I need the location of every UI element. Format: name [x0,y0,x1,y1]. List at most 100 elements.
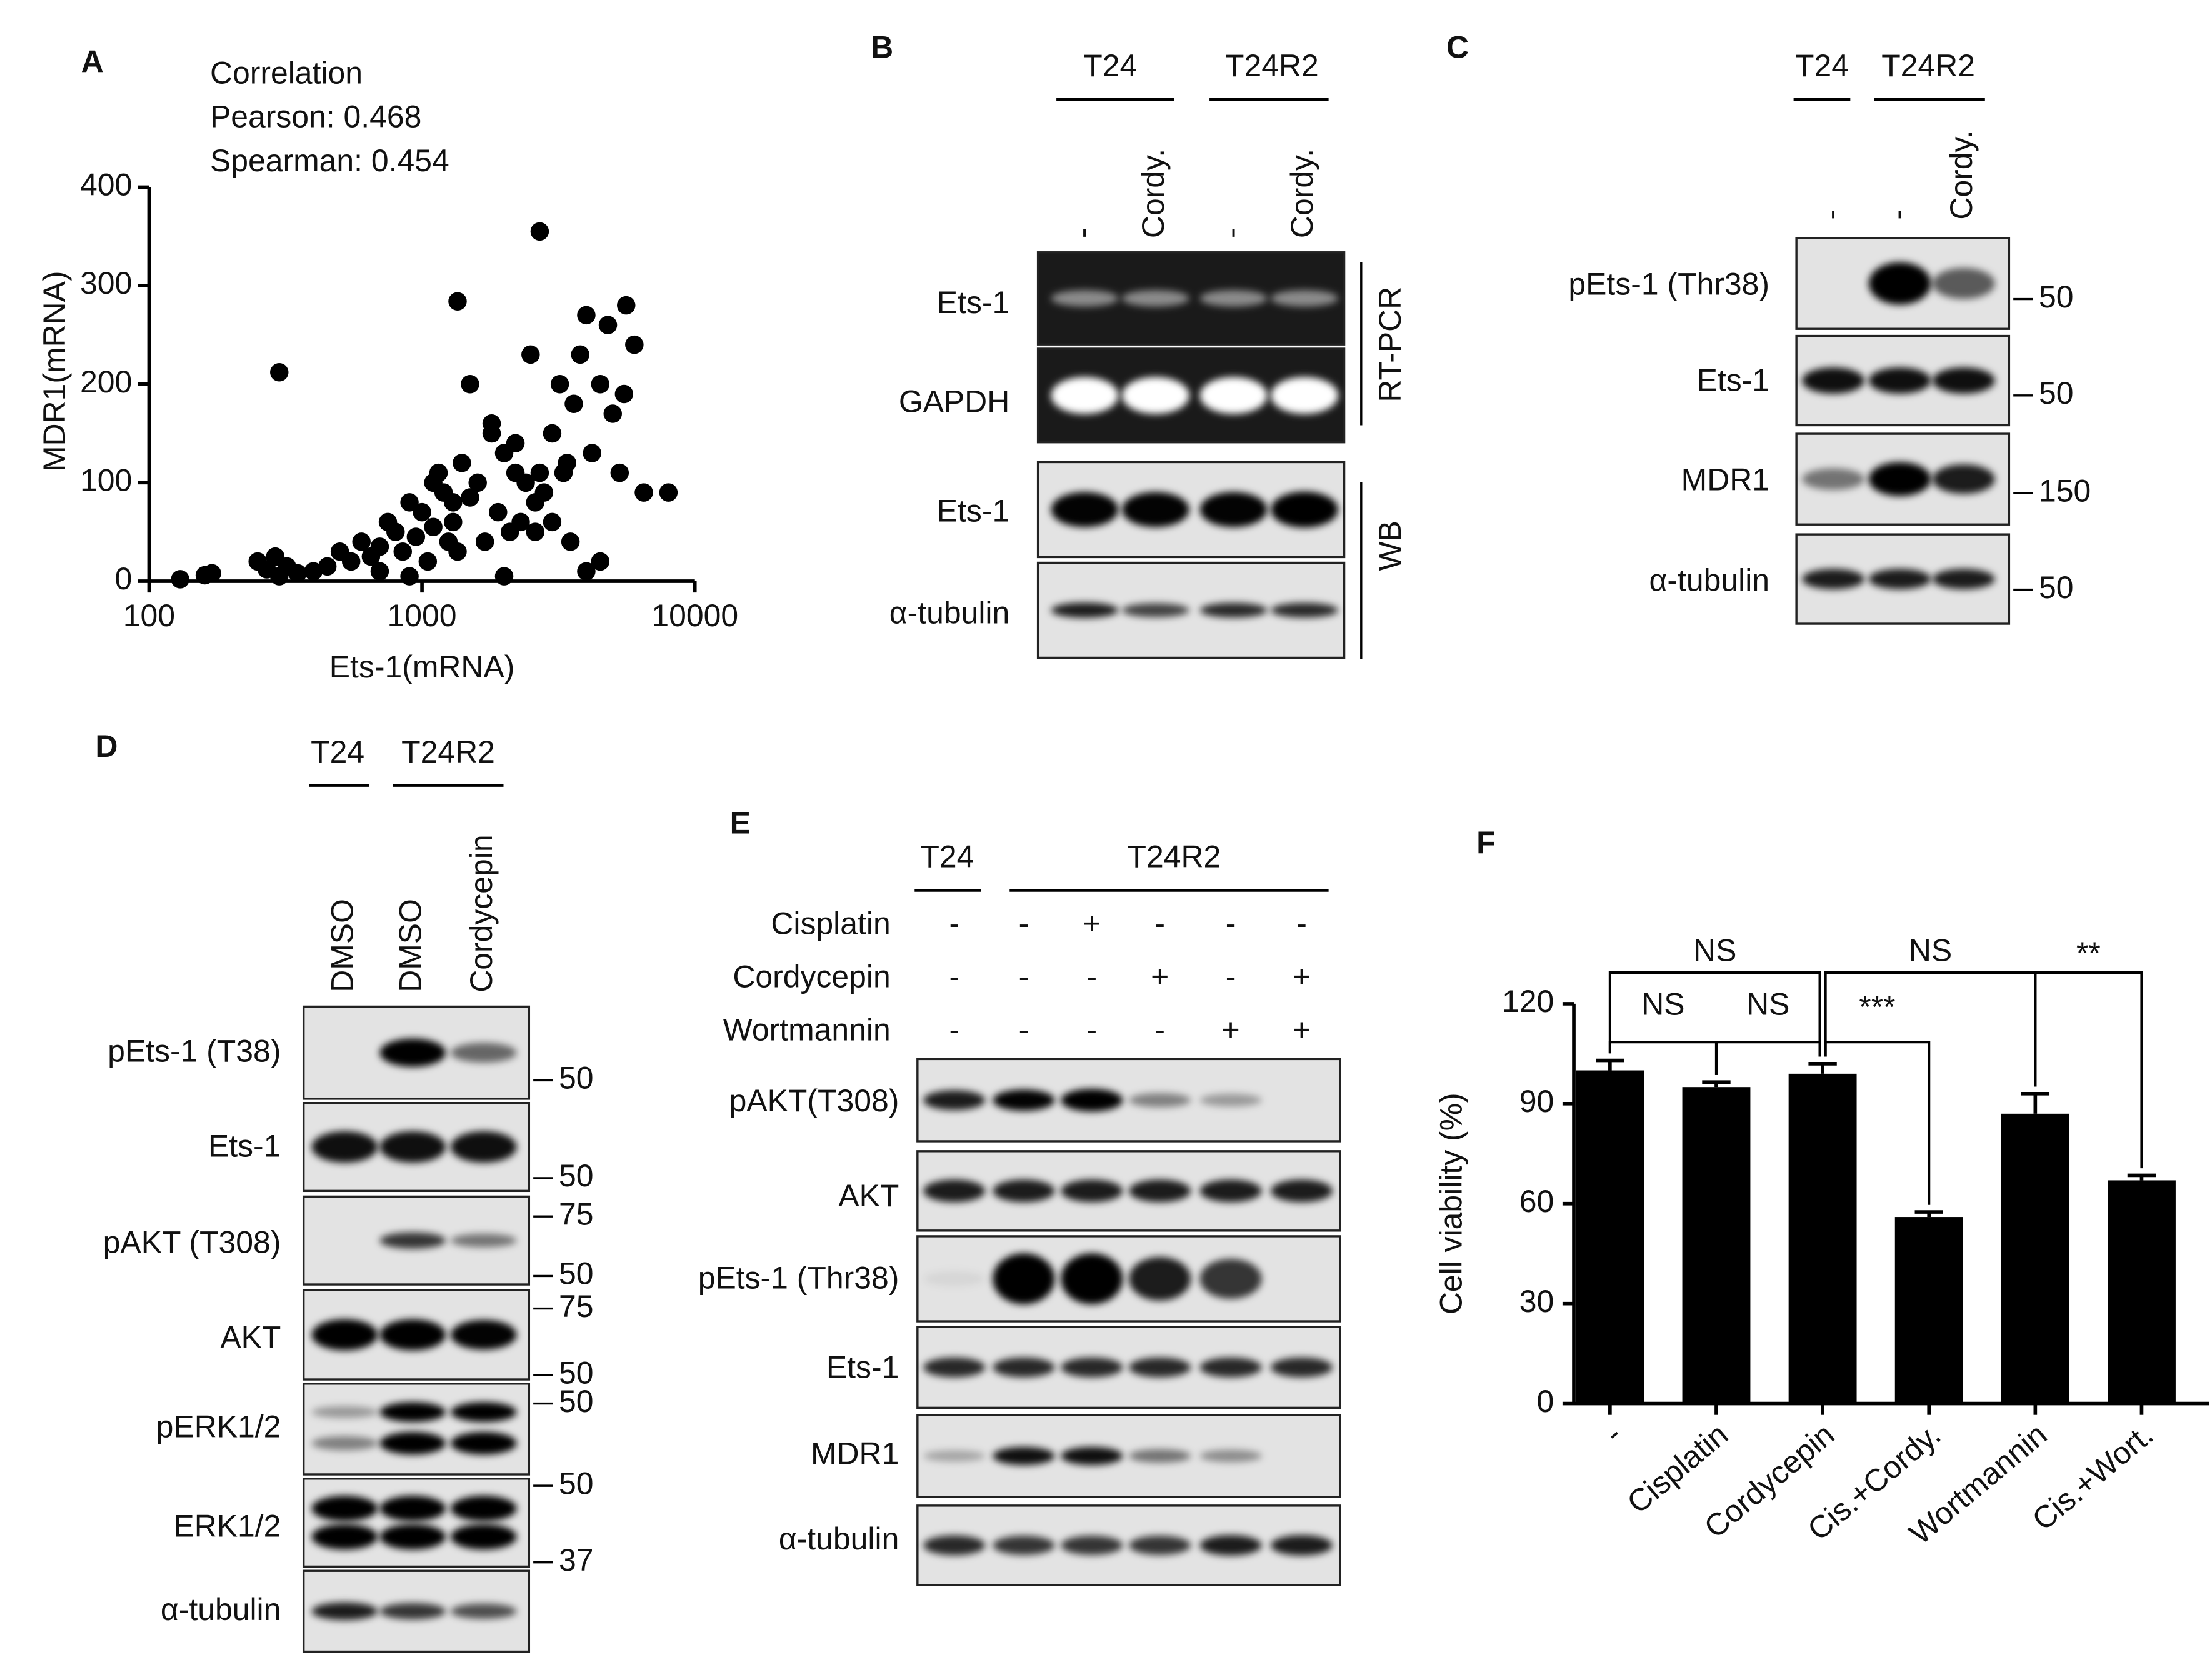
panel-letter: E [730,805,751,840]
y-tick-label: 0 [114,561,132,596]
point [521,345,540,364]
band [379,1524,446,1550]
point [571,345,589,364]
treatment-sign: - [1226,959,1236,994]
point [341,552,361,571]
panel-letter: B [871,30,893,65]
y-tick-label: 200 [80,364,132,399]
marker-label: 37 [559,1542,594,1578]
significance-bracket [2034,971,2143,1169]
point [659,483,678,502]
band [1271,491,1338,528]
treatment-sign: + [1293,1012,1311,1047]
point [494,567,514,586]
band [450,1042,517,1063]
method-label: RT-PCR [1373,287,1408,402]
treatment-sign: - [949,906,959,941]
band [1061,1357,1123,1378]
row-label: Ets-1 [826,1349,899,1384]
lane-label: - [1065,228,1100,238]
band [1051,492,1119,528]
band [1199,1535,1262,1556]
bar [2001,1113,2069,1404]
x-axis-label: Ets-1(mRNA) [329,649,515,684]
band [311,1524,378,1550]
band [1129,1535,1191,1555]
band [379,1038,446,1067]
band [993,1357,1055,1378]
band [1121,492,1189,528]
treatment-label: Cordycepin [733,959,890,994]
marker-label: 50 [2039,279,2074,314]
band [1199,1449,1262,1462]
point [400,493,419,512]
row-label: Ets-1 [208,1128,281,1163]
band [1129,1449,1191,1463]
band [450,1524,517,1550]
bar [1576,1070,1644,1404]
significance-bracket [1824,1041,1931,1205]
band [1802,368,1865,394]
band [1932,368,1995,394]
band [1868,368,1931,394]
point [270,363,289,382]
treatment-sign: - [1087,1012,1098,1047]
annotation: Pearson: 0.468 [210,99,421,134]
band [379,1496,446,1521]
point [370,538,389,556]
point [591,374,610,394]
band [379,1402,446,1422]
treatment-sign: + [1151,959,1169,994]
band [450,1319,517,1350]
band [1051,602,1119,618]
band [1121,290,1189,307]
band [923,1535,986,1556]
lane-label: Cordy. [1944,130,1979,219]
x-tick-label: 10000 [651,598,738,633]
point [393,542,412,561]
point [413,502,431,522]
treatment-sign: - [949,1012,959,1047]
point [406,528,426,546]
lane-label: DMSO [325,899,360,992]
blot-image [916,1414,1341,1498]
point [577,306,596,325]
point [625,335,644,354]
band [1061,1446,1123,1466]
group-label: T24R2 [1881,48,1975,83]
band [1802,569,1865,589]
band [1271,602,1338,618]
point [554,463,573,482]
band [1868,262,1931,305]
point [370,562,389,581]
lane-label: - [1813,209,1848,220]
row-label: MDR1 [1681,462,1769,497]
group-label: T24R2 [1225,48,1319,83]
band [311,1319,378,1351]
point [564,394,583,413]
lane-label: Cordy. [1136,149,1171,238]
row-label: ERK1/2 [173,1508,281,1543]
band [1199,1093,1262,1107]
y-tick-label: 400 [80,168,132,202]
point [453,454,471,472]
point [534,483,554,502]
x-tick-label: 1000 [388,598,457,633]
band [1051,290,1119,307]
band [1271,377,1338,414]
panel-letter: D [95,729,118,764]
band [450,1431,517,1455]
bar [2108,1180,2176,1404]
marker-label: 75 [559,1196,594,1231]
point [634,483,653,502]
point [603,404,623,423]
treatment-sign: - [1296,906,1307,941]
row-label: Ets-1 [937,285,1009,320]
y-tick-label: 300 [80,266,132,301]
treatment-sign: - [1154,906,1165,941]
point [288,564,307,583]
group-label: T24R2 [401,734,495,769]
panel-letter: C [1446,30,1469,65]
marker-label: 50 [559,1158,594,1193]
lane-label: DMSO [393,899,428,992]
